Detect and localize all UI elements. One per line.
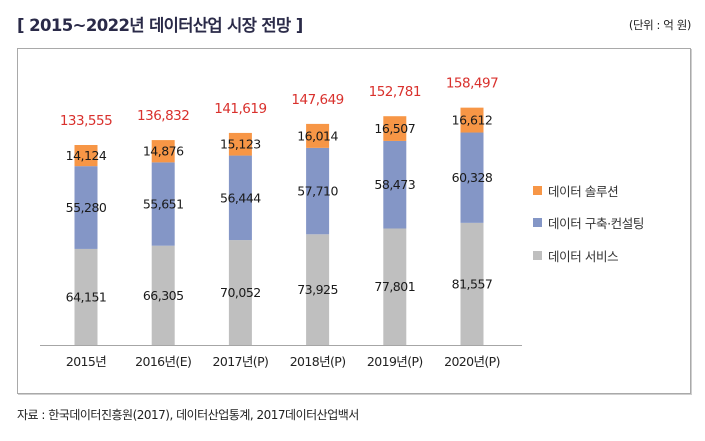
data-label-service: 66,305 [143,288,184,303]
x-tick-label: 2019년(P) [367,354,423,369]
bar-segment-solution [383,116,407,141]
bar-segment-consulting [74,166,98,249]
legend: 데이터 솔루션 데이터 구축·컨설팅 데이터 서비스 [533,180,644,278]
data-label-service: 81,557 [452,276,493,291]
data-label-service: 77,801 [374,279,415,294]
data-label-service: 73,925 [297,282,338,297]
chart-title: [ 2015~2022년 데이터산업 시장 전망 ] [17,16,303,35]
legend-swatch-consulting [533,218,542,227]
x-tick-label: 2018년(P) [290,354,346,369]
legend-item-consulting: 데이터 구축·컨설팅 [533,213,644,233]
total-label: 158,497 [446,76,498,92]
total-label: 133,555 [60,113,112,129]
bar-segment-solution [460,107,484,133]
chart-frame [17,48,691,394]
bar-segment-solution [151,140,175,163]
legend-label-solution: 데이터 솔루션 [548,183,619,199]
total-label: 152,781 [369,84,421,100]
data-label-solution: 16,014 [297,128,338,143]
bar-segment-solution [74,145,98,167]
legend-item-service: 데이터 서비스 [533,245,644,265]
source-note: 자료 : 한국데이터진흥원(2017), 데이터산업통계, 2017데이터산업백… [17,408,359,422]
total-label: 141,619 [214,101,266,117]
total-label: 136,832 [137,108,189,124]
data-label-service: 70,052 [220,285,261,300]
bar-segment-solution [228,132,252,156]
legend-item-solution: 데이터 솔루션 [533,180,644,200]
bar-segment-solution [306,123,330,148]
legend-label-service: 데이터 서비스 [548,248,619,264]
unit-label: (단위 : 억 원) [628,18,692,32]
bar-segment-service [228,240,252,345]
data-label-consulting: 55,280 [66,200,107,215]
bar-segment-service [383,228,407,345]
bar-segment-service [306,234,330,345]
data-label-consulting: 57,710 [297,184,338,199]
data-label-consulting: 60,328 [452,170,493,185]
data-label-solution: 15,123 [220,137,261,152]
legend-swatch-solution [533,185,542,195]
bar-segment-service [460,222,484,345]
bar-segment-consulting [460,132,484,223]
bar-segment-consulting [383,140,407,229]
legend-swatch-service [533,250,542,260]
data-label-solution: 16,612 [452,113,493,128]
x-tick-label: 2017년(P) [212,354,268,369]
x-tick-label: 2020년(P) [444,354,500,369]
data-label-consulting: 56,444 [220,190,261,205]
total-label: 147,649 [291,92,343,108]
x-tick-label: 2015년 [66,354,106,369]
bar-segment-service [74,248,98,345]
data-label-consulting: 58,473 [374,177,415,192]
legend-label-consulting: 데이터 구축·컨설팅 [548,216,644,231]
bar-segment-consulting [306,147,330,235]
bar-segment-consulting [151,162,175,246]
data-label-solution: 14,124 [66,148,107,163]
data-label-solution: 14,876 [143,144,184,159]
bar-segment-consulting [228,155,252,241]
data-label-service: 64,151 [66,289,107,304]
data-label-solution: 16,507 [374,121,415,136]
data-label-consulting: 55,651 [143,197,184,212]
bar-segment-service [151,245,175,345]
x-tick-label: 2016년(E) [135,354,191,369]
